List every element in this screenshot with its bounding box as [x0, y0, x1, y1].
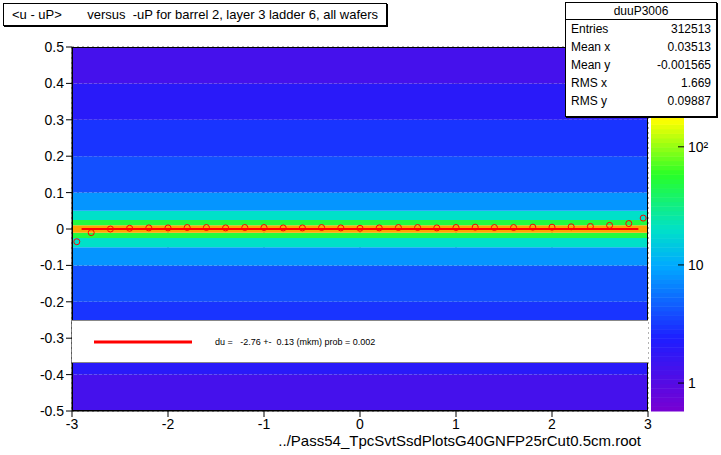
svg-text:-0.1: -0.1 [40, 257, 64, 273]
html-text:Mean y: Mean y [571, 58, 611, 72]
svg-text:2: 2 [548, 416, 556, 432]
svg-text:0.5: 0.5 [45, 39, 65, 55]
html-text:Entries: Entries [571, 22, 609, 36]
svg-text:1: 1 [452, 416, 460, 432]
svg-text:0.4: 0.4 [45, 75, 65, 91]
svg-text:-1: -1 [258, 416, 271, 432]
svg-text:0.2: 0.2 [45, 148, 65, 164]
svg-text:3: 3 [644, 416, 652, 432]
svg-text:0.1: 0.1 [45, 185, 65, 201]
html-text:-0.001565: -0.001565 [657, 58, 711, 72]
svg-text:du = -2.76 +- 0.13 (mkm) pr: du = -2.76 +- 0.13 (mkm) prob = 0.002 [215, 337, 375, 347]
html-text:Mean x: Mean x [571, 40, 611, 54]
svg-text:-0.3: -0.3 [40, 330, 64, 346]
svg-text:-2: -2 [162, 416, 175, 432]
svg-text:0: 0 [356, 416, 364, 432]
html-text:RMS x: RMS x [571, 76, 607, 90]
html-text:../Pass54_TpcSvtSsdPlotsG40GNF: ../Pass54_TpcSvtSsdPlotsG40GNFP25rCut0.5… [278, 432, 641, 449]
svg-text:0.3: 0.3 [45, 112, 65, 128]
html-text:<u - uP> versus -uP for barrel: <u - uP> versus -uP for barrel 2, layer … [12, 7, 379, 22]
svg-text:-0.4: -0.4 [40, 367, 64, 383]
svg-text:1: 1 [688, 375, 696, 391]
svg-text:-3: -3 [66, 416, 79, 432]
html-text:0.03513: 0.03513 [667, 40, 711, 54]
svg-text:-0.2: -0.2 [40, 294, 64, 310]
svg-text:10²: 10² [688, 139, 709, 155]
svg-text:0: 0 [56, 221, 64, 237]
svg-text:10: 10 [688, 257, 704, 273]
html-text:RMS y: RMS y [571, 94, 607, 108]
html-text:duuP3006: duuP3006 [613, 4, 669, 18]
html-text:1.669: 1.669 [681, 76, 711, 90]
html-text:312513: 312513 [671, 22, 711, 36]
html-text:0.09887: 0.09887 [667, 94, 711, 108]
svg-text:-0.5: -0.5 [40, 403, 64, 419]
